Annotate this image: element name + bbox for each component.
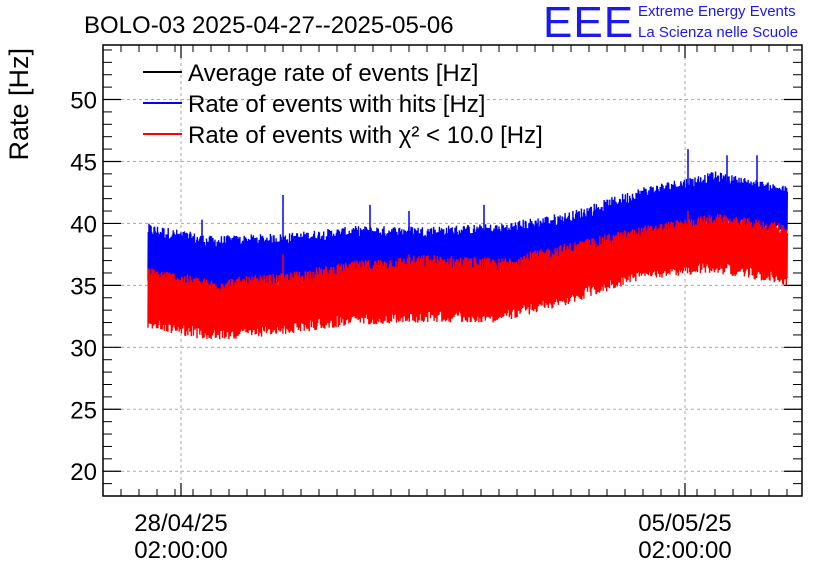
logo-line-2: La Scienza nelle Scuole — [638, 24, 799, 41]
y-tick-label: 25 — [70, 397, 97, 424]
series-line — [147, 214, 788, 340]
logo-line-1: Extreme Energy Events — [638, 3, 796, 20]
y-tick-label: 30 — [70, 335, 97, 362]
x-tick-date-label: 05/05/25 — [638, 510, 731, 537]
y-tick-label: 50 — [70, 88, 97, 115]
legend-label: Rate of events with hits [Hz] — [188, 91, 485, 118]
legend-label: Average rate of events [Hz] — [188, 60, 478, 87]
x-tick-time-label: 02:00:00 — [638, 537, 731, 564]
chart-title: BOLO-03 2025-04-27--2025-05-06 — [84, 12, 454, 39]
x-tick-time-label: 02:00:00 — [134, 537, 227, 564]
eee-logo: EEE — [543, 0, 635, 47]
y-axis: 20 25 30 35 40 45 50 — [70, 49, 802, 497]
series-layer — [147, 149, 788, 340]
y-tick-label: 20 — [70, 459, 97, 486]
plot-frame — [102, 44, 803, 497]
legend-label: Rate of events with χ² < 10.0 [Hz] — [188, 122, 543, 149]
y-tick-label: 45 — [70, 149, 97, 176]
y-axis-label: Rate [Hz] — [4, 48, 34, 161]
legend: Average rate of events [Hz] Rate of event… — [143, 60, 543, 149]
x-tick-date-label: 28/04/25 — [134, 510, 227, 537]
y-tick-label: 35 — [70, 273, 97, 300]
y-tick-label: 40 — [70, 211, 97, 238]
